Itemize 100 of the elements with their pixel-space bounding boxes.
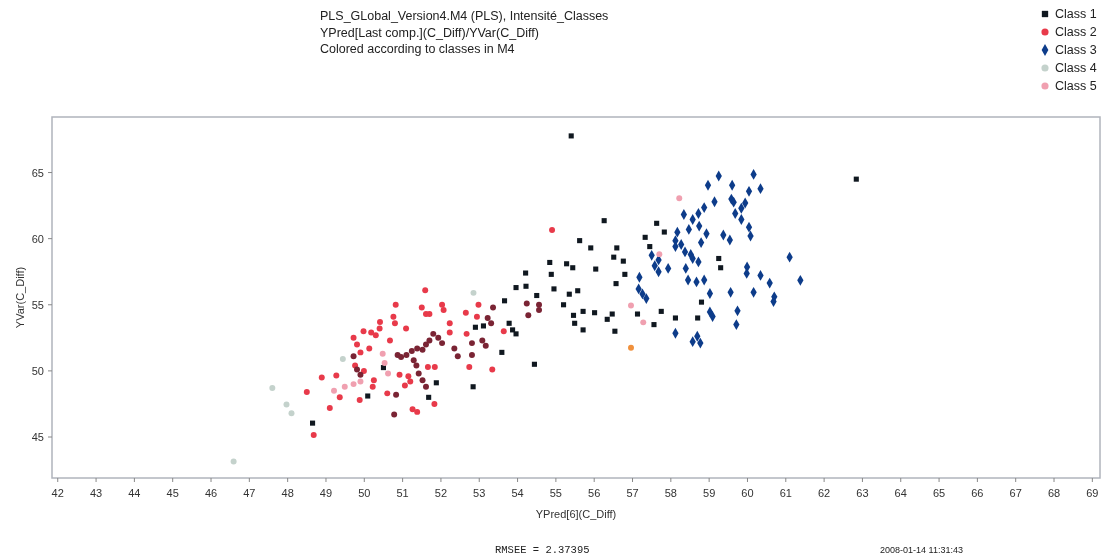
point [440, 307, 447, 314]
point [468, 340, 475, 347]
point [718, 265, 724, 271]
point [310, 420, 316, 426]
point [403, 352, 410, 358]
point [611, 254, 617, 260]
x-tick-label: 51 [396, 487, 409, 499]
point [536, 301, 543, 308]
point [414, 345, 421, 352]
point [513, 285, 519, 291]
x-tick-label: 46 [204, 487, 218, 499]
point [430, 330, 437, 337]
point [651, 322, 657, 328]
x-tick-label: 45 [166, 487, 179, 499]
x-tick-label: 42 [51, 487, 64, 499]
point [506, 320, 512, 326]
point [580, 327, 586, 333]
point [570, 312, 577, 318]
x-tick-label: 68 [1047, 487, 1061, 499]
point [303, 389, 310, 396]
point [426, 337, 433, 344]
x-tick-label: 62 [817, 487, 831, 499]
point [654, 220, 660, 226]
x-tick-label: 52 [434, 487, 448, 499]
point [426, 311, 433, 318]
x-tick-label: 61 [779, 487, 792, 499]
point [446, 329, 453, 336]
chart-title: PLS_GLobal_Version4.M4 (PLS), Intensité_Classes [320, 9, 609, 23]
y-tick-label: 60 [31, 232, 44, 245]
point [489, 366, 496, 373]
point [531, 361, 537, 367]
y-tick-label: 50 [31, 364, 44, 377]
point [548, 271, 554, 277]
point [391, 411, 398, 418]
point [470, 289, 477, 296]
x-tick-label: 65 [932, 487, 946, 499]
point [415, 370, 422, 377]
x-tick-label: 50 [358, 487, 371, 499]
point [431, 363, 438, 370]
point [566, 291, 572, 297]
point [642, 234, 648, 240]
point [628, 302, 634, 309]
point [622, 271, 628, 277]
legend-label: Class 5 [1055, 79, 1097, 93]
x-tick-label: 60 [741, 487, 754, 499]
point [614, 245, 620, 251]
point [403, 325, 410, 332]
x-tick-label: 44 [128, 487, 141, 499]
point [435, 334, 442, 341]
point [634, 311, 641, 317]
point [422, 287, 429, 294]
point [419, 377, 426, 384]
point [454, 353, 461, 360]
point [341, 383, 348, 390]
point [405, 373, 412, 380]
x-tick-label: 64 [894, 487, 907, 499]
point [480, 323, 487, 329]
point [462, 309, 469, 316]
y-axis-title: YVar(C_Diff) [14, 266, 26, 329]
point [377, 318, 383, 325]
point [354, 366, 360, 373]
text: RMSEE = 2.37395 [495, 544, 590, 556]
point [523, 300, 530, 307]
point [401, 382, 408, 389]
point [472, 324, 478, 330]
point [283, 401, 290, 408]
point [381, 359, 388, 366]
x-tick-label: 59 [703, 487, 716, 499]
point [628, 344, 634, 351]
x-tick-label: 43 [89, 487, 103, 499]
point [386, 337, 393, 344]
point [356, 397, 363, 403]
x-tick-label: 57 [626, 487, 639, 499]
point [575, 288, 581, 294]
point [336, 394, 343, 401]
point [601, 218, 607, 224]
point [604, 316, 610, 322]
point [368, 329, 375, 336]
point [446, 320, 453, 327]
point [588, 245, 594, 251]
point [326, 404, 333, 411]
point [551, 286, 557, 292]
y-tick-label: 45 [31, 431, 44, 444]
point [658, 308, 664, 314]
point [409, 406, 416, 413]
point [536, 307, 543, 314]
point [672, 315, 678, 321]
point [570, 265, 576, 271]
x-axis-title: YPred[6](C_Diff) [535, 508, 617, 520]
point [534, 292, 540, 299]
point [331, 387, 338, 394]
point [470, 384, 476, 390]
point [426, 394, 432, 400]
point [698, 299, 705, 305]
point [360, 328, 367, 335]
point [501, 298, 508, 304]
point [523, 283, 529, 289]
point [269, 385, 276, 392]
text: 2008-01-14 11:31:43 [880, 545, 963, 555]
point [592, 310, 598, 316]
